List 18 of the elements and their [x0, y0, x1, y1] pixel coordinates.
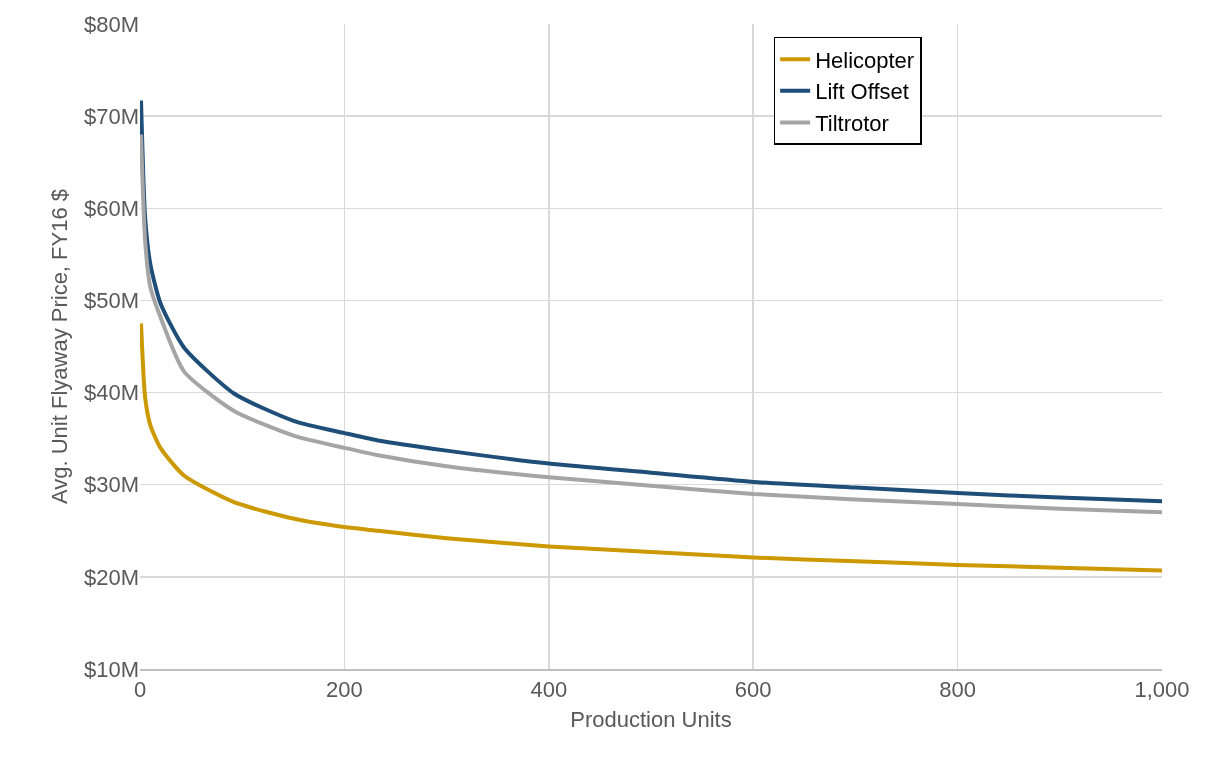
- line-series: [140, 321, 1162, 573]
- legend-label: Lift Offset: [815, 79, 909, 105]
- x-tick-label: 800: [939, 677, 976, 703]
- y-tick-label: $60M: [83, 195, 139, 221]
- y-tick-label: $40M: [83, 380, 139, 406]
- y-tick-label: $70M: [83, 103, 139, 129]
- x-tick-label: 200: [326, 677, 363, 703]
- x-axis-title: Production Units: [570, 706, 732, 732]
- x-tick-label: 400: [530, 677, 568, 703]
- x-tick-label: 600: [734, 677, 772, 703]
- legend-label: Tiltrotor: [815, 110, 889, 136]
- y-tick-label: $30M: [83, 472, 139, 498]
- y-axis-title: Avg. Unit Flyaway Price, FY16 $: [46, 188, 72, 505]
- x-tick-label: 1,000: [1134, 677, 1190, 703]
- y-tick-label: $20M: [83, 564, 139, 590]
- legend-label: Helicopter: [815, 47, 915, 73]
- y-tick-label: $50M: [83, 288, 139, 314]
- y-tick-label: $80M: [83, 11, 139, 37]
